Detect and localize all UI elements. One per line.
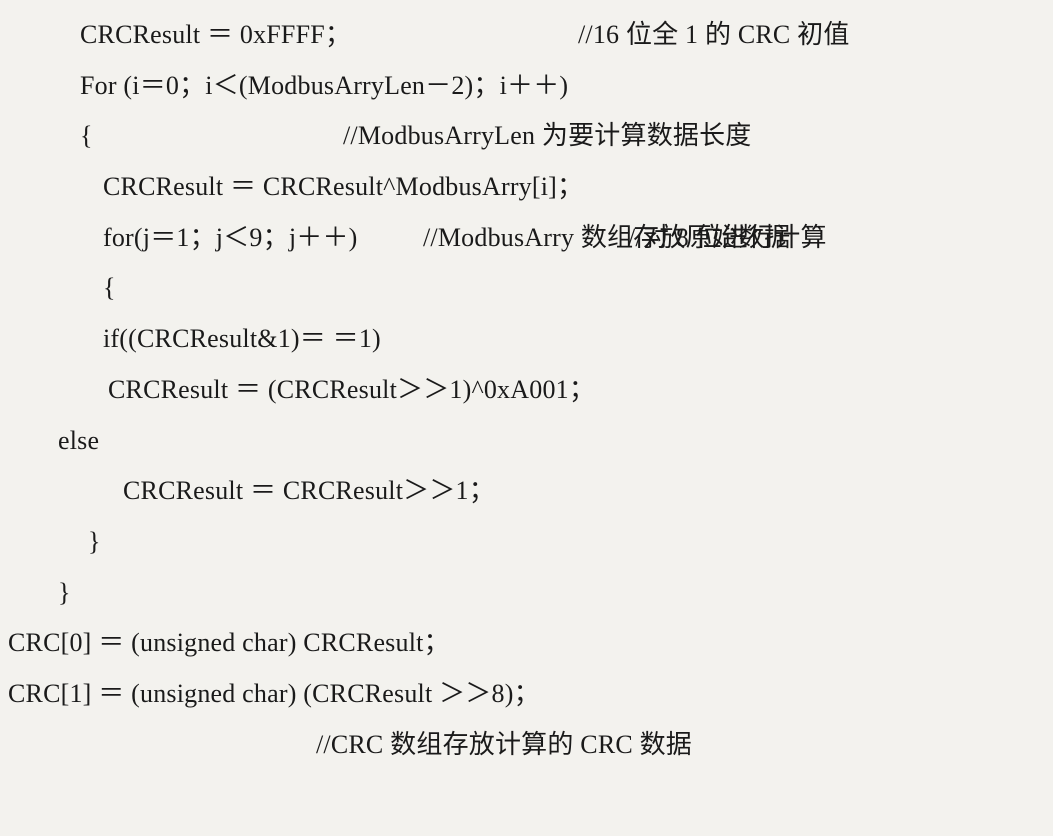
code-line: { (8, 111, 1045, 162)
code-comment: //对 8 位进行计算 (628, 213, 827, 264)
code-text: CRC[0] ＝ (unsigned char) CRCResult； (8, 618, 450, 669)
code-line: for(j＝1；j＜9；j＋＋) //对 8 位进行计算 (8, 213, 1045, 264)
code-page: CRCResult ＝ 0xFFFF； //16 位全 1 的 CRC 初值 F… (0, 0, 1053, 728)
code-text: For (i＝0；i＜(ModbusArryLen－2)；i＋＋) (80, 61, 568, 112)
code-line: For (i＝0；i＜(ModbusArryLen－2)；i＋＋) (8, 61, 1045, 112)
code-line: if((CRCResult&1)＝ ＝1) (8, 314, 1045, 365)
code-text: CRCResult ＝ CRCResult^ModbusArry[i]； (103, 162, 583, 213)
code-line: CRC[1] ＝ (unsigned char) (CRCResult ＞＞8)… (8, 669, 1045, 720)
code-line: CRCResult ＝ 0xFFFF； //16 位全 1 的 CRC 初值 (8, 10, 1045, 61)
code-text: if((CRCResult&1)＝ ＝1) (103, 314, 381, 365)
code-line: CRCResult ＝ (CRCResult＞＞1)^0xA001； (8, 365, 1045, 416)
code-line: CRC[0] ＝ (unsigned char) CRCResult； (8, 618, 1045, 669)
code-text: for(j＝1；j＜9；j＋＋) (103, 213, 358, 264)
code-text: CRCResult ＝ 0xFFFF； (80, 10, 351, 61)
code-line: } (8, 568, 1045, 619)
code-text: CRCResult ＝ CRCResult＞＞1； (123, 466, 495, 517)
brace-open: { (80, 111, 93, 162)
code-text: CRC[1] ＝ (unsigned char) (CRCResult ＞＞8)… (8, 669, 540, 720)
code-line: else (8, 416, 1045, 467)
brace-close: } (88, 517, 101, 568)
code-line: CRCResult ＝ CRCResult^ModbusArry[i]； (8, 162, 1045, 213)
code-line: { (8, 263, 1045, 314)
code-line: } (8, 517, 1045, 568)
brace-close: } (58, 568, 71, 619)
brace-open: { (103, 263, 116, 314)
code-else: else (58, 416, 99, 467)
code-comment: //16 位全 1 的 CRC 初值 (578, 10, 850, 61)
code-comment: //CRC 数组存放计算的 CRC 数据 (316, 720, 692, 771)
code-line: CRCResult ＝ CRCResult＞＞1； (8, 466, 1045, 517)
code-text: CRCResult ＝ (CRCResult＞＞1)^0xA001； (108, 365, 595, 416)
